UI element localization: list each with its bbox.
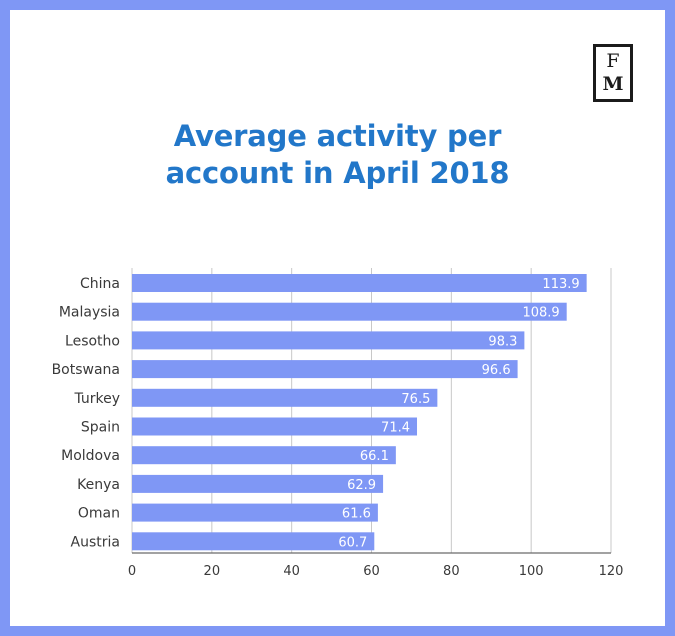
value-label: 108.9 <box>522 306 559 321</box>
value-label: 71.4 <box>381 421 410 436</box>
value-label: 61.6 <box>342 507 371 522</box>
chart-title-line-1: Average activity per <box>173 119 502 153</box>
bar-oman <box>132 503 378 522</box>
category-label: Turkey <box>73 391 120 407</box>
value-label: 76.5 <box>401 392 430 407</box>
x-tick-label: 0 <box>128 564 136 579</box>
category-label: Malaysia <box>59 305 120 321</box>
bar-turkey <box>132 388 438 407</box>
value-label: 60.7 <box>338 535 367 550</box>
x-tick-label: 120 <box>599 564 624 579</box>
logo-letter-f: F <box>606 50 620 72</box>
value-label: 96.6 <box>482 363 511 378</box>
x-tick-label: 40 <box>283 564 300 579</box>
category-label: Moldova <box>61 448 120 464</box>
category-label: Kenya <box>77 477 120 493</box>
fm-logo: F M <box>593 44 633 102</box>
category-label: China <box>80 276 120 292</box>
x-tick-label: 100 <box>519 564 544 579</box>
bar-botswana <box>132 360 518 379</box>
logo-letter-m: M <box>602 73 624 95</box>
bar-kenya <box>132 474 384 493</box>
bar-malaysia <box>132 302 567 321</box>
category-label: Botswana <box>52 362 120 378</box>
bar-moldova <box>132 446 396 465</box>
value-label: 66.1 <box>360 449 389 464</box>
category-label: Spain <box>81 420 120 436</box>
x-tick-label: 60 <box>363 564 380 579</box>
bar-china <box>132 274 587 292</box>
x-tick-label: 20 <box>204 564 221 579</box>
bar-spain <box>132 417 418 436</box>
bar-austria <box>132 532 375 551</box>
value-label: 113.9 <box>542 277 579 292</box>
bar-lesotho <box>132 331 525 350</box>
chart-title: Average activity per account in April 20… <box>0 118 675 192</box>
category-label: Austria <box>71 534 120 550</box>
value-label: 98.3 <box>488 334 517 349</box>
value-label: 62.9 <box>347 478 376 493</box>
category-label: Lesotho <box>65 333 120 349</box>
x-tick-label: 80 <box>443 564 460 579</box>
category-label: Oman <box>78 506 120 522</box>
chart-title-line-2: account in April 2018 <box>165 156 510 190</box>
